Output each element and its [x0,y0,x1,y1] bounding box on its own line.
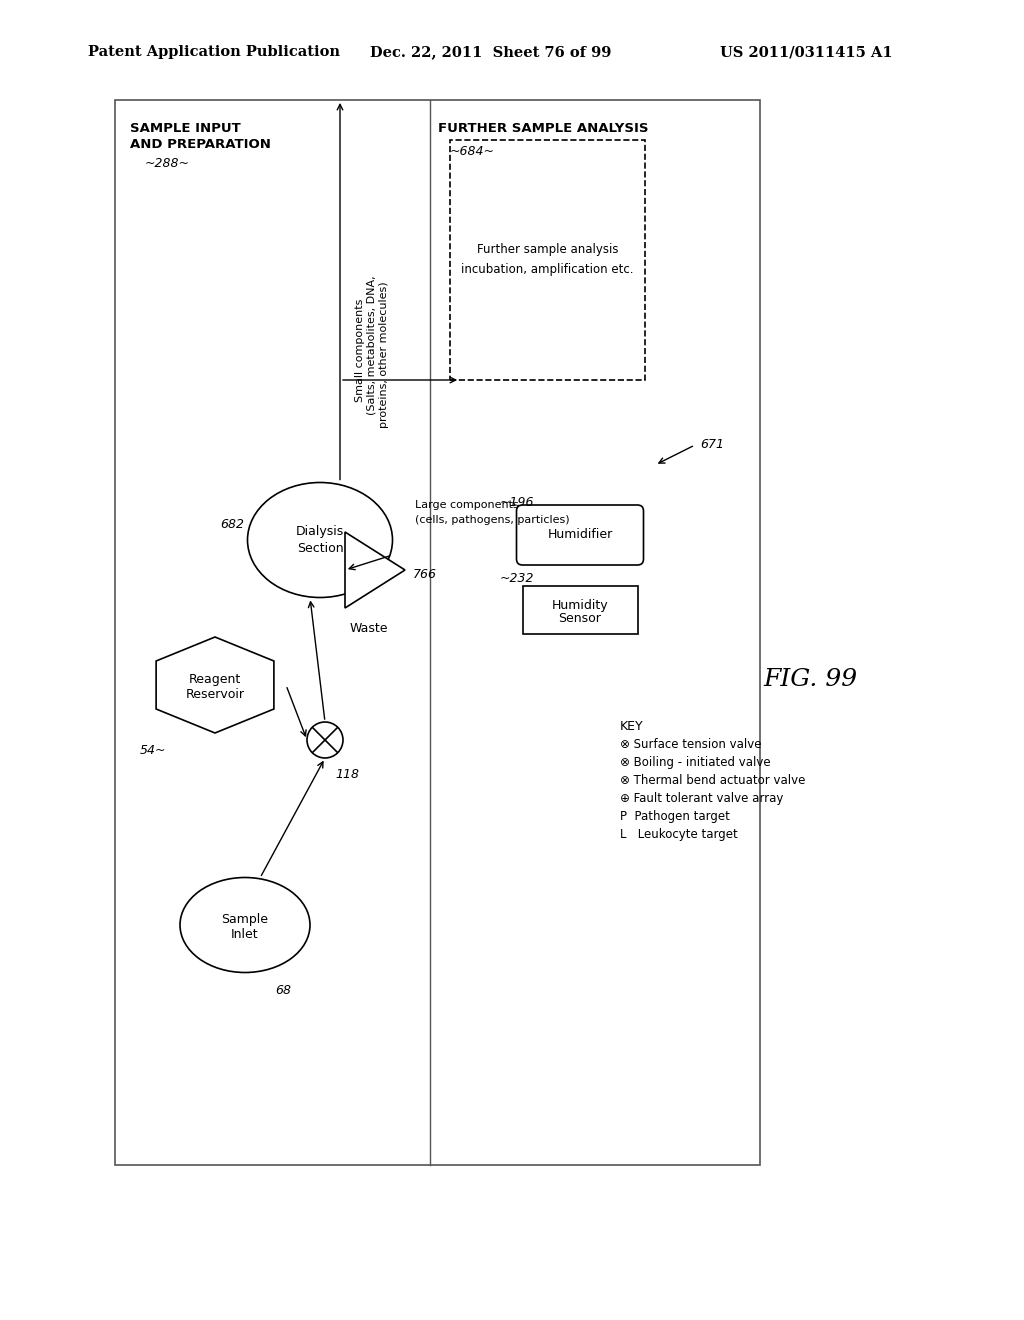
Text: Dialysis: Dialysis [296,525,344,539]
Text: 118: 118 [335,768,359,781]
FancyBboxPatch shape [516,506,643,565]
Text: 54~: 54~ [140,743,167,756]
Text: 671: 671 [700,438,724,451]
Text: Sample: Sample [221,913,268,927]
Text: Reservoir: Reservoir [185,689,245,701]
Text: ~288~: ~288~ [145,157,190,170]
Ellipse shape [180,878,310,973]
Text: Reagent: Reagent [188,673,241,686]
Bar [522,586,638,634]
Polygon shape [345,532,406,609]
Text: Inlet: Inlet [231,928,259,941]
Text: 766: 766 [413,569,437,582]
Ellipse shape [248,483,392,598]
Text: (cells, pathogens, particles): (cells, pathogens, particles) [415,515,569,525]
Text: Humidity: Humidity [552,598,608,611]
Text: Humidifier: Humidifier [548,528,612,541]
Text: SAMPLE INPUT: SAMPLE INPUT [130,121,241,135]
Text: ~684~: ~684~ [450,145,495,158]
Text: (Salts, metabolites, DNA,: (Salts, metabolites, DNA, [367,275,377,414]
Text: ⊕ Fault tolerant valve array: ⊕ Fault tolerant valve array [620,792,783,805]
Text: FIG. 99: FIG. 99 [763,668,857,692]
Text: L   Leukocyte target: L Leukocyte target [620,828,737,841]
Circle shape [307,722,343,758]
Text: KEY: KEY [620,719,644,733]
Polygon shape [156,638,273,733]
Text: Section: Section [297,541,343,554]
Text: Further sample analysis: Further sample analysis [477,243,618,256]
Text: FURTHER SAMPLE ANALYSIS: FURTHER SAMPLE ANALYSIS [438,121,648,135]
Text: 682: 682 [220,519,244,532]
Text: AND PREPARATION: AND PREPARATION [130,139,271,150]
Bar [115,100,760,1166]
Text: P  Pathogen target: P Pathogen target [620,810,730,822]
Text: Dec. 22, 2011  Sheet 76 of 99: Dec. 22, 2011 Sheet 76 of 99 [370,45,611,59]
Text: Small components: Small components [355,298,365,401]
Bar [450,140,645,380]
Text: ⊗ Thermal bend actuator valve: ⊗ Thermal bend actuator valve [620,774,805,787]
Text: Waste: Waste [350,622,388,635]
Text: Sensor: Sensor [558,612,601,626]
Text: incubation, amplification etc.: incubation, amplification etc. [461,264,634,276]
Text: proteins, other molecules): proteins, other molecules) [379,281,389,428]
Text: US 2011/0311415 A1: US 2011/0311415 A1 [720,45,893,59]
Text: Large components: Large components [415,500,519,510]
Text: 68: 68 [275,983,291,997]
Text: Patent Application Publication: Patent Application Publication [88,45,340,59]
Text: ⊗ Boiling - initiated valve: ⊗ Boiling - initiated valve [620,756,771,770]
Text: ⊗ Surface tension valve: ⊗ Surface tension valve [620,738,762,751]
Text: ~196: ~196 [500,496,535,510]
Text: ~232: ~232 [500,572,535,585]
